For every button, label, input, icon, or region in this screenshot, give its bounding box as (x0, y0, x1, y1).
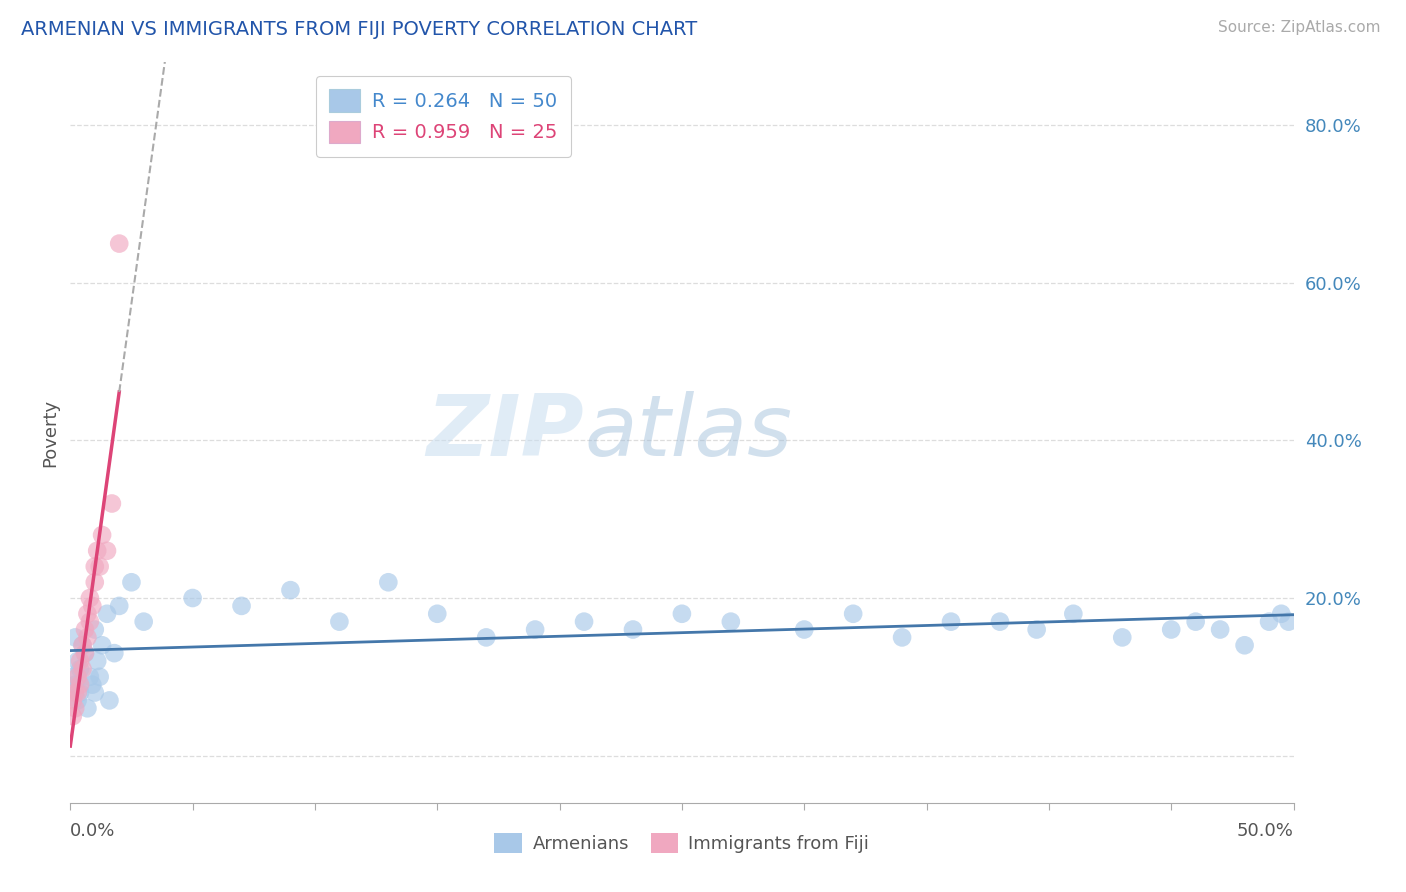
Point (72, 662, 94, 676)
Point (1025, 623, 1047, 637)
Point (66, 654, 89, 668)
Point (79, 670, 101, 684)
Point (66, 670, 89, 684)
Point (76, 701, 98, 715)
Point (1184, 615, 1206, 629)
Point (69, 662, 91, 676)
Point (98, 693, 121, 707)
Point (1209, 623, 1232, 637)
Text: atlas: atlas (583, 391, 792, 475)
Point (76, 607, 98, 621)
Point (96, 543, 118, 558)
Text: 50.0%: 50.0% (1237, 822, 1294, 840)
Point (73, 623, 96, 637)
Point (79, 591, 101, 605)
Point (793, 623, 815, 637)
Point (83, 623, 105, 637)
Point (426, 607, 449, 621)
Point (939, 615, 962, 629)
Text: Source: ZipAtlas.com: Source: ZipAtlas.com (1218, 20, 1381, 35)
Point (62, 670, 84, 684)
Point (108, 236, 131, 251)
Point (79, 615, 101, 629)
Point (89, 670, 111, 684)
Point (328, 615, 350, 629)
Point (842, 607, 865, 621)
Text: ARMENIAN VS IMMIGRANTS FROM FIJI POVERTY CORRELATION CHART: ARMENIAN VS IMMIGRANTS FROM FIJI POVERTY… (21, 20, 697, 38)
Point (69, 678, 91, 692)
Point (73, 646, 96, 660)
Point (62, 709, 84, 723)
Point (63, 701, 86, 715)
Point (63, 685, 86, 699)
Point (72, 638, 94, 652)
Point (181, 591, 204, 605)
Point (72, 638, 94, 652)
Point (86, 654, 108, 668)
Point (1258, 615, 1281, 629)
Point (1270, 607, 1292, 621)
Point (1160, 623, 1182, 637)
Point (62, 693, 84, 707)
Y-axis label: Poverty: Poverty (41, 399, 59, 467)
Point (121, 575, 143, 590)
Point (1278, 615, 1301, 629)
Point (377, 575, 399, 590)
Point (475, 631, 498, 645)
Point (621, 623, 644, 637)
Point (280, 583, 302, 598)
Point (83, 575, 105, 590)
Point (86, 543, 108, 558)
Point (988, 615, 1011, 629)
Point (101, 496, 124, 510)
Point (82, 678, 104, 692)
Point (66, 685, 89, 699)
Point (91, 528, 114, 542)
Point (231, 599, 253, 613)
Point (671, 607, 693, 621)
Point (63, 678, 86, 692)
Legend: Armenians, Immigrants from Fiji: Armenians, Immigrants from Fiji (488, 826, 876, 861)
Point (69, 685, 91, 699)
Point (108, 599, 131, 613)
Point (132, 615, 155, 629)
Point (891, 631, 914, 645)
Point (73, 646, 96, 660)
Point (1233, 638, 1256, 652)
Point (82, 599, 104, 613)
Point (91, 638, 114, 652)
Point (103, 646, 125, 660)
Point (76, 631, 98, 645)
Point (66, 693, 89, 707)
Point (69, 654, 91, 668)
Point (524, 623, 547, 637)
Point (720, 615, 742, 629)
Point (89, 559, 111, 574)
Text: ZIP: ZIP (426, 391, 583, 475)
Point (96, 607, 118, 621)
Point (1062, 607, 1084, 621)
Point (83, 559, 105, 574)
Point (1111, 631, 1133, 645)
Point (83, 685, 105, 699)
Point (572, 615, 595, 629)
Text: 0.0%: 0.0% (70, 822, 115, 840)
Point (63, 631, 86, 645)
